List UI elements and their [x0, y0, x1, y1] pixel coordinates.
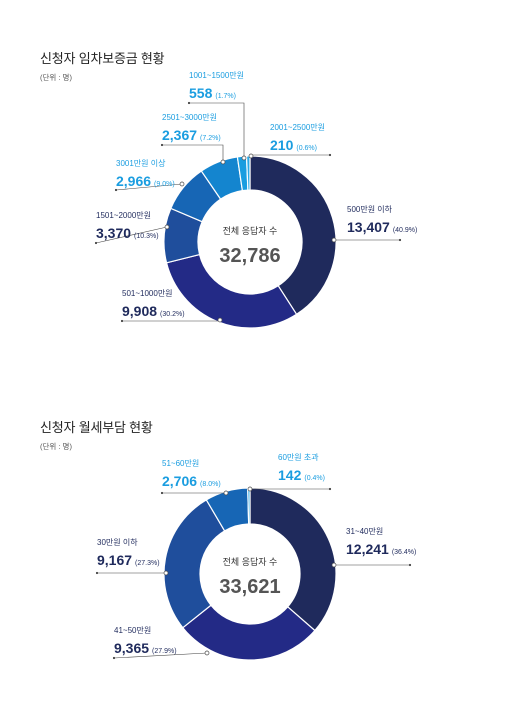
slice-value: 3,370: [96, 225, 131, 241]
slice-value: 9,908: [122, 303, 157, 319]
leader-end-dot: [160, 143, 164, 147]
leader-line: [95, 226, 168, 244]
leader-dot: [248, 153, 254, 159]
leader-end-dot: [114, 188, 118, 192]
center-label: 전체 응답자 수: [223, 225, 278, 236]
slice-value: 142: [278, 467, 302, 483]
slice-label: 500만원 이하: [347, 204, 393, 214]
slice-percent: (30.2%): [160, 311, 185, 318]
leader-line: [162, 144, 224, 162]
slice-percent: (0.6%): [296, 145, 317, 152]
center-total-value: 32,786: [219, 245, 280, 267]
slice-31-40-2: [249, 487, 337, 632]
leader-end-dot: [95, 571, 99, 575]
slice-value: 210: [270, 137, 294, 153]
donut-chart-2: 전체 응답자 수 33,621 31~40만원 12,241 (36.4%) 41~50만…: [95, 453, 416, 661]
slice-value-label: 12,241 (36.4%): [346, 541, 416, 557]
leader-line: [250, 154, 330, 156]
leader-line: [113, 652, 208, 659]
center-label: 전체 응답자 수: [223, 556, 278, 567]
unit-label-deposit: (단위 : 명): [40, 73, 72, 82]
leader-end-dot: [328, 487, 332, 491]
slice-percent: (27.9%): [152, 648, 177, 655]
leader-dot: [220, 159, 226, 165]
slice-label: 3001만원 이상: [116, 158, 166, 168]
slice-2001-2500-1: [245, 155, 251, 191]
leader-dot: [179, 181, 185, 187]
leader-end-dot: [408, 563, 412, 567]
slice-label: 51~60만원: [162, 459, 199, 468]
leader-dot: [241, 155, 247, 161]
slice-500-1: [249, 155, 337, 316]
slice-label: 2501~3000만원: [162, 113, 217, 122]
slice-percent: (9.0%): [154, 181, 175, 188]
slice-label: 2001~2500만원: [270, 123, 325, 132]
leader-dot: [247, 486, 253, 492]
slice-label: 41~50만원: [114, 626, 151, 635]
slice-value-label: 2,706 (8.0%): [162, 473, 221, 489]
slice-percent: (27.3%): [135, 560, 160, 567]
leader-dot: [223, 490, 229, 496]
slice-label: 501~1000만원: [122, 289, 173, 298]
leader-end-dot: [398, 238, 402, 242]
slice-value: 2,367: [162, 127, 197, 143]
slice-value-label: 9,908 (30.2%): [122, 303, 185, 319]
slice-percent: (0.4%): [304, 475, 325, 482]
center-total-value: 33,621: [219, 576, 280, 598]
leader-dot: [331, 562, 337, 568]
slice-value-label: 2,966 (9.0%): [116, 173, 175, 189]
slice-label: 31~40만원: [346, 527, 383, 536]
leader-end-dot: [187, 101, 191, 105]
leader-line: [115, 183, 183, 191]
slice-value: 558: [189, 85, 213, 101]
leader-dot: [164, 224, 170, 230]
slice-value: 12,241: [346, 541, 389, 557]
slice-value-label: 558 (1.7%): [189, 85, 236, 101]
slice-label: 1001~1500만원: [189, 71, 244, 80]
slice-value: 9,167: [97, 552, 132, 568]
slice-value-label: 9,365 (27.9%): [114, 640, 177, 656]
slice-value-label: 142 (0.4%): [278, 467, 325, 483]
slice-label: 30만원 이하: [97, 537, 138, 547]
slice-percent: (1.7%): [215, 93, 236, 100]
slice-value: 13,407: [347, 219, 390, 235]
slice-501-1000-1: [165, 253, 298, 329]
slice-label: 1501~2000만원: [96, 211, 151, 220]
slice-value-label: 210 (0.6%): [270, 137, 317, 153]
slice-percent: (8.0%): [200, 481, 221, 488]
slice-value: 2,966: [116, 173, 151, 189]
leader-end-dot: [328, 153, 332, 157]
section-title-deposit: 신청자 임차보증금 현황: [40, 51, 165, 66]
slice-value-label: 9,167 (27.3%): [97, 552, 160, 568]
slice-value-label: 3,370 (10.3%): [96, 225, 159, 241]
slice-value: 9,365: [114, 640, 149, 656]
leader-dot: [204, 650, 210, 656]
slice-value: 2,706: [162, 473, 197, 489]
leader-end-dot: [160, 491, 164, 495]
section-title-monthly-rent: 신청자 월세부담 현황: [40, 420, 153, 435]
leader-end-dot: [120, 319, 124, 323]
slice-percent: (40.9%): [393, 227, 418, 234]
slice-percent: (7.2%): [200, 135, 221, 142]
slice-value-label: 2,367 (7.2%): [162, 127, 221, 143]
leader-dot: [217, 317, 223, 323]
leader-dot: [163, 570, 169, 576]
slice-30-2: [163, 499, 226, 629]
slice-label: 60만원 초과: [278, 453, 319, 462]
leader-line: [189, 102, 245, 158]
donut-chart-1: 전체 응답자 수 32,786 500만원 이하 13,407 (40.9%) 501~1…: [94, 71, 417, 329]
slice-percent: (36.4%): [392, 549, 417, 556]
slice-value-label: 13,407 (40.9%): [347, 219, 417, 235]
unit-label-monthly-rent: (단위 : 명): [40, 442, 72, 451]
slice-60-2: [247, 487, 251, 525]
leader-end-dot: [112, 656, 116, 660]
slice-percent: (10.3%): [134, 233, 159, 240]
slice-41-50-2: [181, 604, 316, 661]
leader-dot: [331, 237, 337, 243]
leader-end-dot: [94, 241, 98, 245]
